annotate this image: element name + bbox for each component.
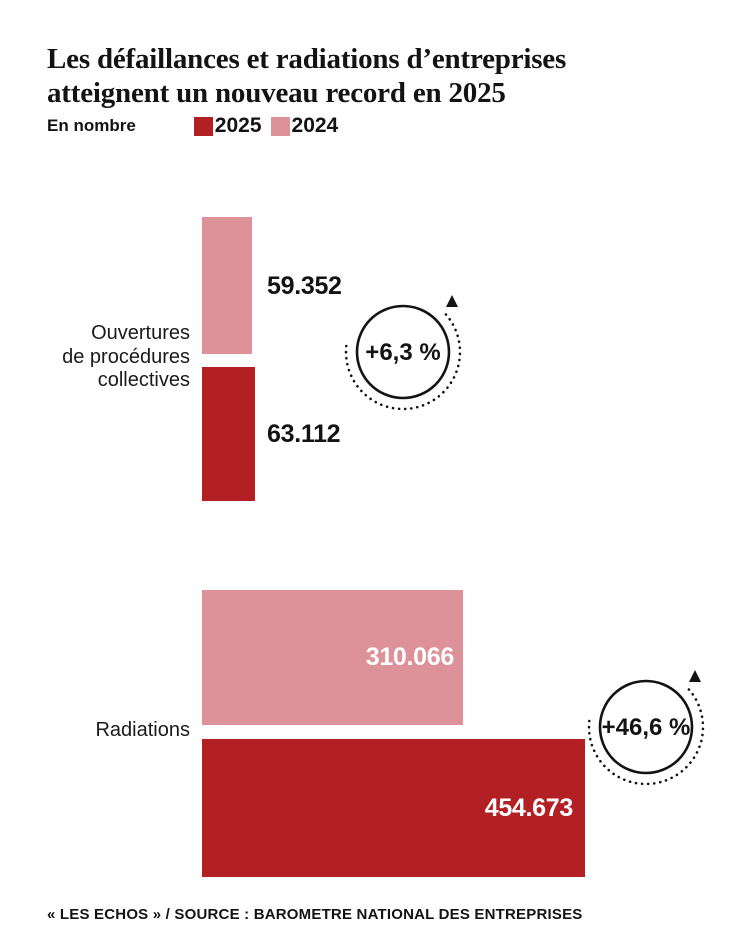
page-title-line-1: Les défaillances et radiations d’entrepr… <box>47 43 567 75</box>
bar-2024-ouvertures <box>202 217 252 354</box>
dotted-arc-icon <box>344 310 462 411</box>
legend: En nombre 2025 2024 <box>47 113 707 139</box>
annotation-circle <box>355 304 451 400</box>
legend-label-2025: 2025 <box>214 114 262 137</box>
value-label-2025-ouvertures: 63.112 <box>267 420 341 448</box>
percent-change-label: +46,6 % <box>602 714 691 741</box>
up-arrow-icon <box>446 295 458 307</box>
page-title-line-2: atteignent un nouveau record en 2025 <box>47 77 506 109</box>
change-annotation-radiations: +46,6 % <box>587 670 705 786</box>
page-title: Les défaillances et radiations d’entrepr… <box>47 42 727 110</box>
category-label-ouvertures: Ouvertures de procédures collectives <box>62 322 190 391</box>
value-label-2024-ouvertures: 59.352 <box>267 272 342 300</box>
change-annotation-ouvertures: +6,3 % <box>344 295 462 411</box>
source-credit: « LES ECHOS » / SOURCE : BAROMETRE NATIO… <box>47 906 583 923</box>
bar-2024-radiations <box>202 590 463 725</box>
up-arrow-icon <box>689 670 701 682</box>
value-label-2024-radiations: 310.066 <box>365 643 455 671</box>
bar-2025-ouvertures <box>202 367 255 501</box>
value-label-2025-radiations: 454.673 <box>484 794 574 822</box>
percent-change-label: +6,3 % <box>365 339 440 366</box>
legend-swatch-2024 <box>270 116 290 136</box>
dotted-arc-icon <box>587 685 705 786</box>
category-label-radiations: Radiations <box>95 719 190 741</box>
legend-swatch-2025 <box>193 116 213 136</box>
legend-label-2024: 2024 <box>291 114 339 137</box>
unit-label: En nombre <box>47 116 136 135</box>
annotation-circle <box>598 679 694 775</box>
bar-2025-radiations <box>202 739 585 877</box>
legend-item-2025: 2025 <box>193 114 262 138</box>
legend-item-2024: 2024 <box>270 114 339 138</box>
